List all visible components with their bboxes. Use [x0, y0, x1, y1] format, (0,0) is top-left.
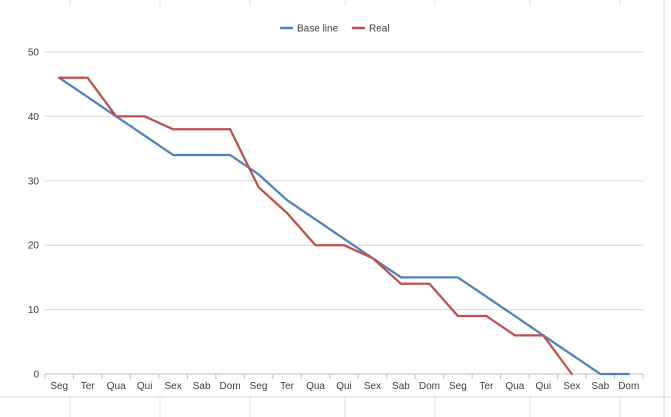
legend-label: Base line: [297, 24, 339, 35]
y-tick-label: 50: [28, 48, 40, 59]
x-tick-label: Dom: [220, 381, 241, 392]
x-tick-label: Ter: [280, 381, 295, 392]
x-tick-label: Sab: [591, 381, 609, 392]
series-line-base-line: [58, 76, 630, 376]
x-tick-label: Seg: [50, 381, 68, 392]
x-tick-label: Dom: [419, 381, 440, 392]
x-tick-label: Qui: [137, 381, 153, 392]
y-axis-labels: 0 10 20 30 40 50: [28, 48, 40, 381]
series-layer: [58, 76, 630, 376]
x-tick-label: Sab: [392, 381, 410, 392]
x-tick-label: Sex: [563, 381, 580, 392]
x-tick-label: Sab: [193, 381, 211, 392]
y-tick-label: 40: [28, 112, 40, 123]
series-line-real: [58, 76, 573, 376]
x-tick-label: Qua: [505, 381, 524, 392]
x-tick-label: Seg: [449, 381, 467, 392]
legend: Base line Real: [280, 24, 390, 35]
y-tick-label: 30: [28, 176, 40, 187]
x-tick-label: Sex: [165, 381, 182, 392]
x-tick-label: Ter: [81, 381, 96, 392]
x-tick-label: Ter: [479, 381, 494, 392]
x-tick-label: Qua: [306, 381, 325, 392]
gridlines: [45, 51, 643, 311]
x-tick-label: Seg: [250, 381, 268, 392]
legend-label: Real: [369, 24, 390, 35]
x-tick-label: Qui: [536, 381, 552, 392]
x-axis-labels: Seg Ter Qua Qui Sex Sab Dom Seg Ter Qua Qui Sex Sab D…: [50, 381, 639, 392]
y-tick-label: 20: [28, 241, 40, 252]
x-tick-label: Sex: [364, 381, 381, 392]
x-axis: [44, 373, 644, 379]
y-tick-label: 10: [28, 305, 40, 316]
y-tick-label: 0: [33, 370, 39, 381]
x-tick-label: Qui: [336, 381, 352, 392]
x-tick-label: Qua: [107, 381, 126, 392]
x-tick-label: Dom: [618, 381, 639, 392]
